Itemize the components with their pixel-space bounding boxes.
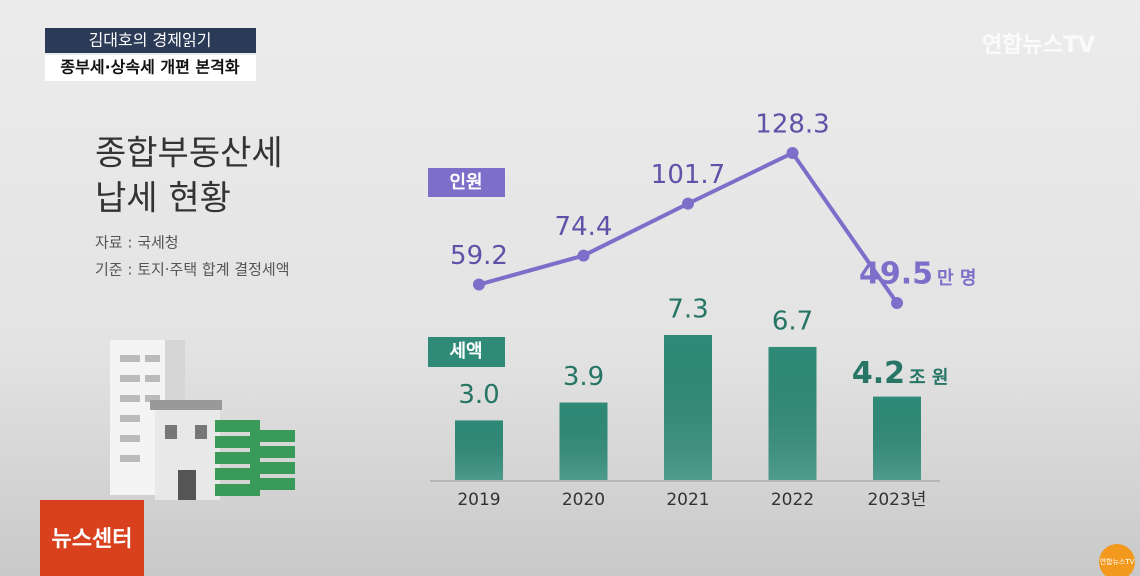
x-tick-label: 2023년 (868, 490, 927, 510)
badge: 뉴스센터 (52, 527, 133, 552)
source-note: 자료 : 국세청 (95, 234, 179, 252)
headline-box (45, 55, 256, 81)
chart-title: 종합부동산세 (95, 134, 283, 174)
x-tick-label: 2021 (666, 490, 709, 510)
value-label: 128.3 (755, 110, 829, 140)
bar-shade (768, 346, 817, 480)
chart-title: 납세 현황 (95, 179, 231, 219)
legend-tag (428, 337, 505, 367)
x-tick-label: 2022 (771, 490, 814, 510)
point (891, 297, 903, 309)
bar-shade (559, 402, 608, 480)
logo: 연합뉴스TV (982, 32, 1095, 58)
value-label: 101.7 (651, 160, 725, 190)
headline: 종부세·상속세 개편 본격화 (60, 58, 239, 77)
value-label: 6.7 (772, 306, 813, 336)
value-label: 74.4 (555, 212, 613, 242)
point (473, 278, 485, 291)
bar-shade (664, 335, 712, 480)
point (786, 147, 799, 159)
unit-label: 만 명 (937, 268, 976, 289)
value-label: 3.0 (458, 380, 499, 410)
value-label: 49.5 (859, 257, 933, 292)
corner-logo: 연합뉴스TV (1100, 557, 1135, 566)
point (682, 197, 694, 210)
value-label: 7.3 (667, 295, 708, 325)
value-label: 4.2 (852, 356, 905, 391)
legend-tag (428, 168, 505, 197)
badge-box (40, 500, 144, 576)
basis-note: 기준 : 토지·주택 합계 결정세액 (95, 261, 290, 279)
bar-shade (455, 420, 503, 480)
program-box (45, 28, 256, 53)
illustration (110, 340, 295, 500)
legend-label: 세액 (449, 341, 482, 362)
unit-label: 조 원 (909, 368, 948, 389)
x-tick-label: 2019 (457, 490, 500, 510)
value-label: 59.2 (450, 241, 508, 271)
x-tick-label: 2020 (562, 490, 605, 510)
point (577, 249, 590, 262)
corner-logo-circle (1099, 544, 1135, 576)
legend-label: 인원 (449, 172, 482, 193)
bar-shade (873, 396, 921, 480)
value-label: 3.9 (563, 362, 604, 392)
program-title: 김대호의 경제읽기 (89, 31, 212, 50)
